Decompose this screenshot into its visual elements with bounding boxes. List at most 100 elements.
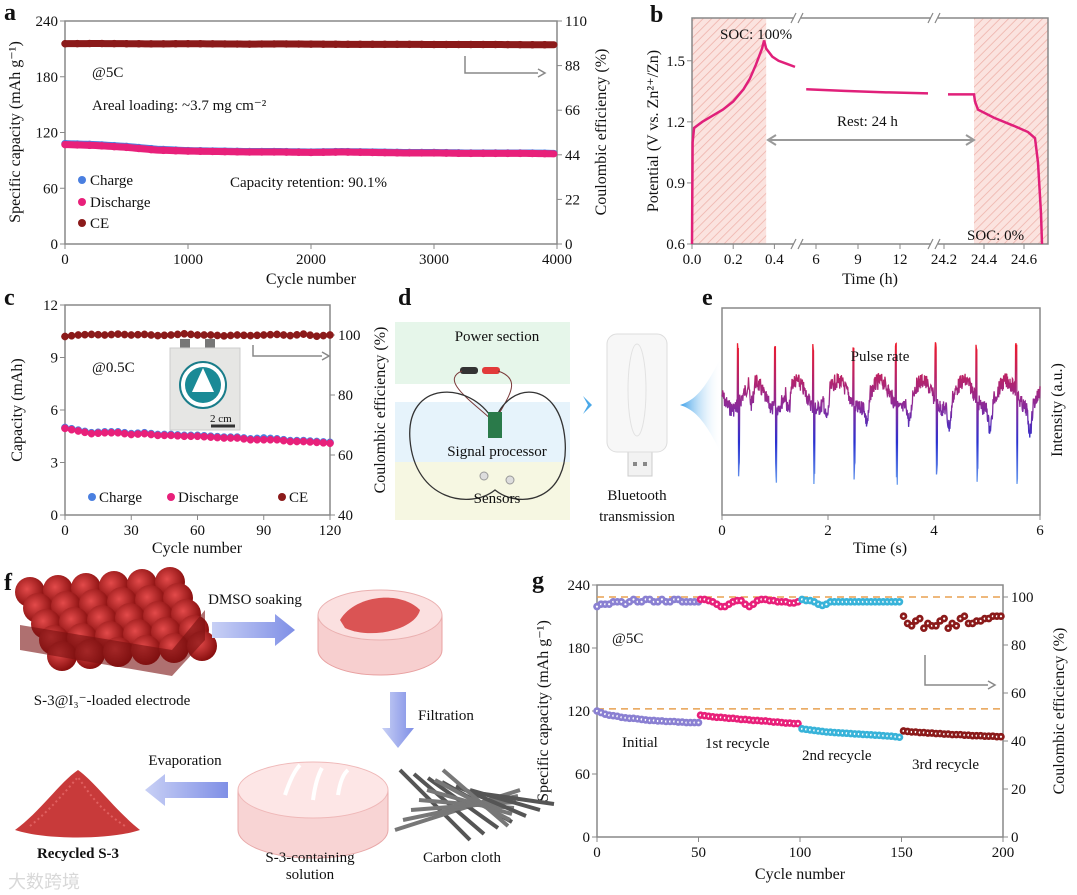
- data-point-ce: [417, 40, 426, 49]
- y2-axis-title: Coulombic efficiency (%): [372, 327, 389, 494]
- data-point-highlight: [668, 600, 672, 603]
- data-point-ce: [206, 331, 215, 339]
- pouch-cell-photo: 2 cm: [169, 339, 241, 431]
- solution-label-2: solution: [286, 867, 335, 883]
- y-tick-label: 120: [568, 704, 591, 720]
- data-point-ce: [98, 39, 106, 48]
- data-point-discharge: [206, 433, 215, 441]
- data-point-ce: [270, 40, 278, 48]
- data-point-highlight: [999, 615, 1003, 618]
- arrow-head-icon: [987, 680, 997, 690]
- chart-c: 0 30 60 90 120 0 3 6 9 12 40 60 80 100 Capacity (mAh) C…: [9, 298, 389, 557]
- data-point-ce: [173, 330, 182, 339]
- data-point-highlight: [748, 605, 751, 608]
- data-point-discharge: [319, 148, 328, 157]
- data-point-ce: [286, 331, 295, 340]
- data-point-discharge: [87, 429, 96, 438]
- dongle-body: [606, 333, 668, 453]
- pulse-rate-label: Pulse rate: [851, 349, 910, 365]
- data-point-highlight: [914, 619, 917, 623]
- data-point-highlight: [620, 600, 623, 603]
- y2-tick-label: 110: [565, 14, 587, 30]
- x-tick-label: 2: [824, 523, 832, 539]
- circuit-board: [488, 412, 502, 438]
- arrow-right-icon: [212, 614, 295, 646]
- data-point-ce: [293, 331, 301, 339]
- y-tick-label: 180: [36, 70, 59, 86]
- y-tick-label: 1.5: [666, 54, 685, 70]
- data-point-discharge: [245, 148, 254, 156]
- data-point-highlight: [740, 599, 743, 602]
- data-point-ce: [110, 39, 118, 48]
- pulse-signal-trace: [721, 342, 1041, 485]
- y-tick-label: 240: [568, 578, 591, 594]
- black-clip: [460, 367, 478, 374]
- bluetooth-label: Bluetooth: [607, 488, 667, 504]
- data-point-ce: [114, 330, 122, 338]
- data-point-ce: [140, 330, 149, 339]
- data-point-highlight: [918, 617, 921, 620]
- y-axis-title: Specific capacity (mAh g⁻¹): [535, 620, 552, 802]
- legend-charge-marker: [78, 176, 86, 184]
- y-tick-label: 9: [51, 351, 59, 367]
- data-point-ce: [122, 39, 131, 48]
- arrow-left-icon: [145, 774, 228, 806]
- fibers: [283, 763, 350, 801]
- axis-break-icon: [790, 238, 804, 250]
- filtration-label: Filtration: [418, 708, 474, 724]
- data-point-highlight: [640, 600, 643, 603]
- data-point-ce: [180, 329, 189, 338]
- data-point-ce: [540, 40, 549, 49]
- y-tick-label: 0.6: [666, 237, 685, 253]
- data-point-discharge: [67, 425, 76, 434]
- b-rest-label: Rest: 24 h: [837, 114, 898, 130]
- x-tick-label: 0.4: [765, 252, 784, 268]
- data-point-ce: [153, 331, 162, 340]
- data-point-highlight: [632, 598, 635, 601]
- data-point-ce: [200, 331, 208, 339]
- x-tick-label: 0: [61, 523, 69, 539]
- data-point-ce: [294, 40, 303, 48]
- data-point-highlight: [711, 600, 714, 603]
- data-point-ce: [319, 40, 328, 48]
- recycled-powder-pile: [15, 770, 140, 838]
- c-legend-charge: Charge: [99, 490, 142, 506]
- electrode-side: [20, 610, 205, 676]
- carbon-fiber: [418, 798, 515, 810]
- data-point-ce: [307, 40, 315, 48]
- carbon-cloth-illustration: [394, 768, 555, 842]
- data-point-discharge: [279, 436, 288, 445]
- y2-tick-label: 100: [1011, 590, 1034, 606]
- data-point-highlight: [796, 600, 800, 603]
- shaded-region: [974, 18, 1048, 244]
- potential-curve: [806, 88, 929, 95]
- transmission-label: transmission: [599, 509, 675, 525]
- data-point-ce: [220, 332, 228, 340]
- data-point-ce: [147, 40, 155, 48]
- data-point-highlight: [723, 605, 726, 608]
- shaded-region: [692, 18, 767, 244]
- data-point-discharge: [122, 143, 131, 152]
- data-point-discharge: [221, 147, 229, 156]
- data-point-highlight: [727, 603, 731, 606]
- y2-tick-label: 20: [1011, 782, 1026, 798]
- data-point-discharge: [246, 435, 255, 444]
- data-point-discharge: [253, 435, 261, 444]
- y-tick-label: 3: [51, 456, 59, 472]
- x-tick-label: 9: [854, 252, 862, 268]
- data-point-discharge: [258, 148, 266, 156]
- axis-break-gap: [931, 240, 938, 248]
- arrow-down-icon: [382, 692, 414, 748]
- x-tick-label: 120: [319, 523, 342, 539]
- data-point-highlight: [697, 721, 700, 724]
- y2-tick-label: 44: [565, 148, 581, 164]
- y2-tick-label: 0: [565, 237, 573, 253]
- x-tick-label: 2000: [296, 252, 326, 268]
- rest-double-arrow: [766, 134, 976, 146]
- data-point-discharge: [173, 431, 182, 440]
- chart-a: 0 1000 2000 3000 400006012018024002244668811…: [7, 14, 610, 288]
- data-point-discharge: [100, 428, 109, 437]
- electrode-cube-illustration: [15, 567, 217, 676]
- data-point-highlight: [715, 603, 718, 606]
- dongle-ellipse: [627, 343, 647, 437]
